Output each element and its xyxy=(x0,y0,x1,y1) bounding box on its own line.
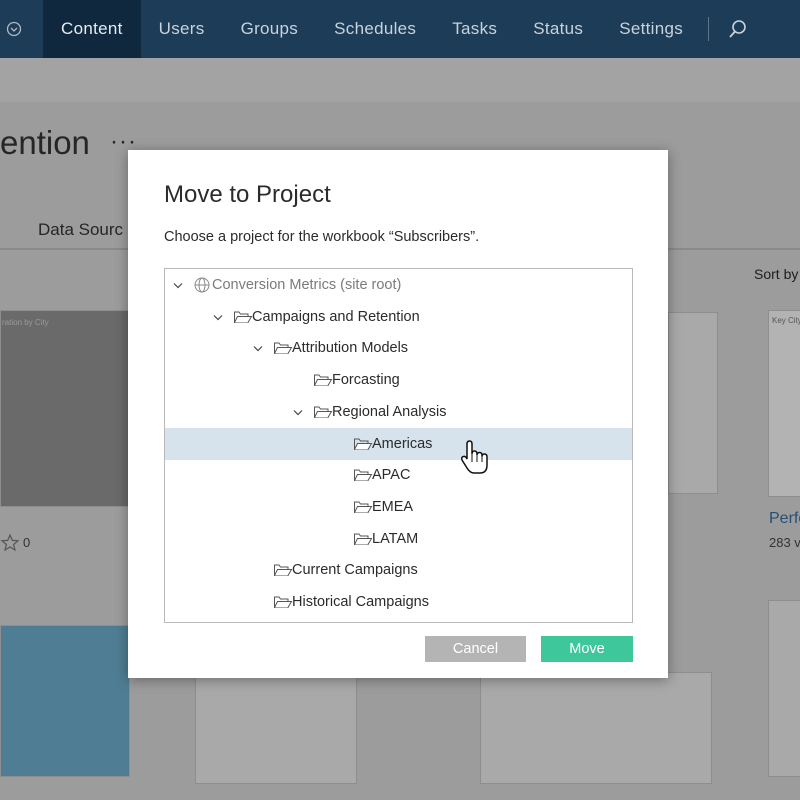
view-count: 283 v xyxy=(769,535,800,550)
workbook-name[interactable]: Perfo xyxy=(769,510,800,527)
tree-row[interactable]: Current Campaigns xyxy=(165,554,632,586)
folder-icon xyxy=(314,406,333,418)
tree-row[interactable]: APAC xyxy=(165,459,632,491)
tree-row[interactable]: Conversion Metrics (site root) xyxy=(165,269,632,301)
tree-row[interactable]: LATAM xyxy=(165,523,632,555)
expand-caret[interactable] xyxy=(213,314,223,322)
tree-label: Regional Analysis xyxy=(332,403,447,420)
nav-item[interactable]: Users xyxy=(158,19,205,38)
thumbnail[interactable] xyxy=(0,625,130,777)
thumbnail[interactable] xyxy=(768,600,800,777)
tab[interactable]: Data Sourc xyxy=(38,220,124,239)
favorite-count: 0 xyxy=(23,535,31,550)
tree-label: Americas xyxy=(372,435,433,452)
tree-label: APAC xyxy=(372,467,411,484)
tree-row[interactable]: EMEA xyxy=(165,491,632,523)
thumbnail-title: ration by City xyxy=(2,318,49,327)
sort-label[interactable]: Sort by xyxy=(754,266,799,282)
thumbnail[interactable] xyxy=(195,672,357,784)
tree-label: Current Campaigns xyxy=(292,562,418,579)
tree-row[interactable]: Forcasting xyxy=(165,364,632,396)
globe-icon xyxy=(194,277,210,293)
nav-item[interactable]: Content xyxy=(43,0,141,58)
tree-row[interactable]: Americas xyxy=(165,427,632,460)
hand-cursor xyxy=(460,440,488,474)
folder-icon xyxy=(354,501,373,513)
nav-item[interactable]: Groups xyxy=(240,19,299,38)
folder-icon xyxy=(274,596,293,608)
tree-label: Attribution Models xyxy=(292,340,409,357)
folder-icon xyxy=(274,564,293,577)
folder-icon xyxy=(354,469,373,482)
expand-caret[interactable] xyxy=(253,345,263,353)
project-tree: Conversion Metrics (site root) Campaigns … xyxy=(164,268,633,623)
divider xyxy=(708,17,709,41)
tree-row[interactable]: Attribution Models xyxy=(165,332,632,364)
tree-row[interactable]: Campaigns and Retention xyxy=(165,301,632,333)
thumbnail[interactable] xyxy=(480,672,712,784)
nav-item[interactable]: Status xyxy=(533,19,584,38)
thumbnail[interactable] xyxy=(668,312,718,494)
nav-item[interactable]: Tasks xyxy=(452,19,498,38)
folder-icon xyxy=(354,438,373,450)
folder-icon xyxy=(314,374,333,387)
site-menu-icon[interactable] xyxy=(6,21,22,37)
tree-label: Conversion Metrics (site root) xyxy=(212,277,402,293)
star-icon[interactable] xyxy=(0,533,20,553)
top-nav: Content Users Groups Schedules Tasks Status Se… xyxy=(0,0,800,58)
nav-list: Content Users Groups Schedules Tasks Status Se… xyxy=(43,0,701,58)
tree-label: Campaigns and Retention xyxy=(252,308,420,325)
move-dialog: Move to Project Choose a project for the… xyxy=(128,150,668,678)
dialog-title: Move to Project xyxy=(164,181,331,208)
subheader xyxy=(0,58,800,102)
folder-icon xyxy=(234,311,253,323)
thumbnail[interactable] xyxy=(0,310,130,507)
thumbnail-title: Key City xyxy=(772,316,800,325)
tree-row[interactable]: Historical Campaigns xyxy=(165,586,632,618)
dialog-prompt: Choose a project for the workbook “Subsc… xyxy=(164,229,480,245)
search-icon[interactable] xyxy=(728,19,748,39)
folder-icon xyxy=(354,533,373,545)
cancel-button[interactable]: Cancel xyxy=(425,636,526,662)
tree-row[interactable]: Regional Analysis xyxy=(165,396,632,428)
tree-label: Forcasting xyxy=(332,372,400,389)
expand-caret[interactable] xyxy=(293,409,303,417)
page-title: ention xyxy=(0,124,90,161)
tree-label: LATAM xyxy=(372,530,419,547)
expand-caret[interactable] xyxy=(173,282,183,290)
tree-label: EMEA xyxy=(372,498,414,515)
folder-icon xyxy=(274,342,293,355)
nav-item[interactable]: Schedules xyxy=(334,19,417,38)
move-button[interactable]: Move xyxy=(541,636,633,662)
nav-item[interactable]: Settings xyxy=(619,19,684,38)
thumbnail[interactable] xyxy=(768,310,800,497)
tree-label: Historical Campaigns xyxy=(292,594,429,610)
